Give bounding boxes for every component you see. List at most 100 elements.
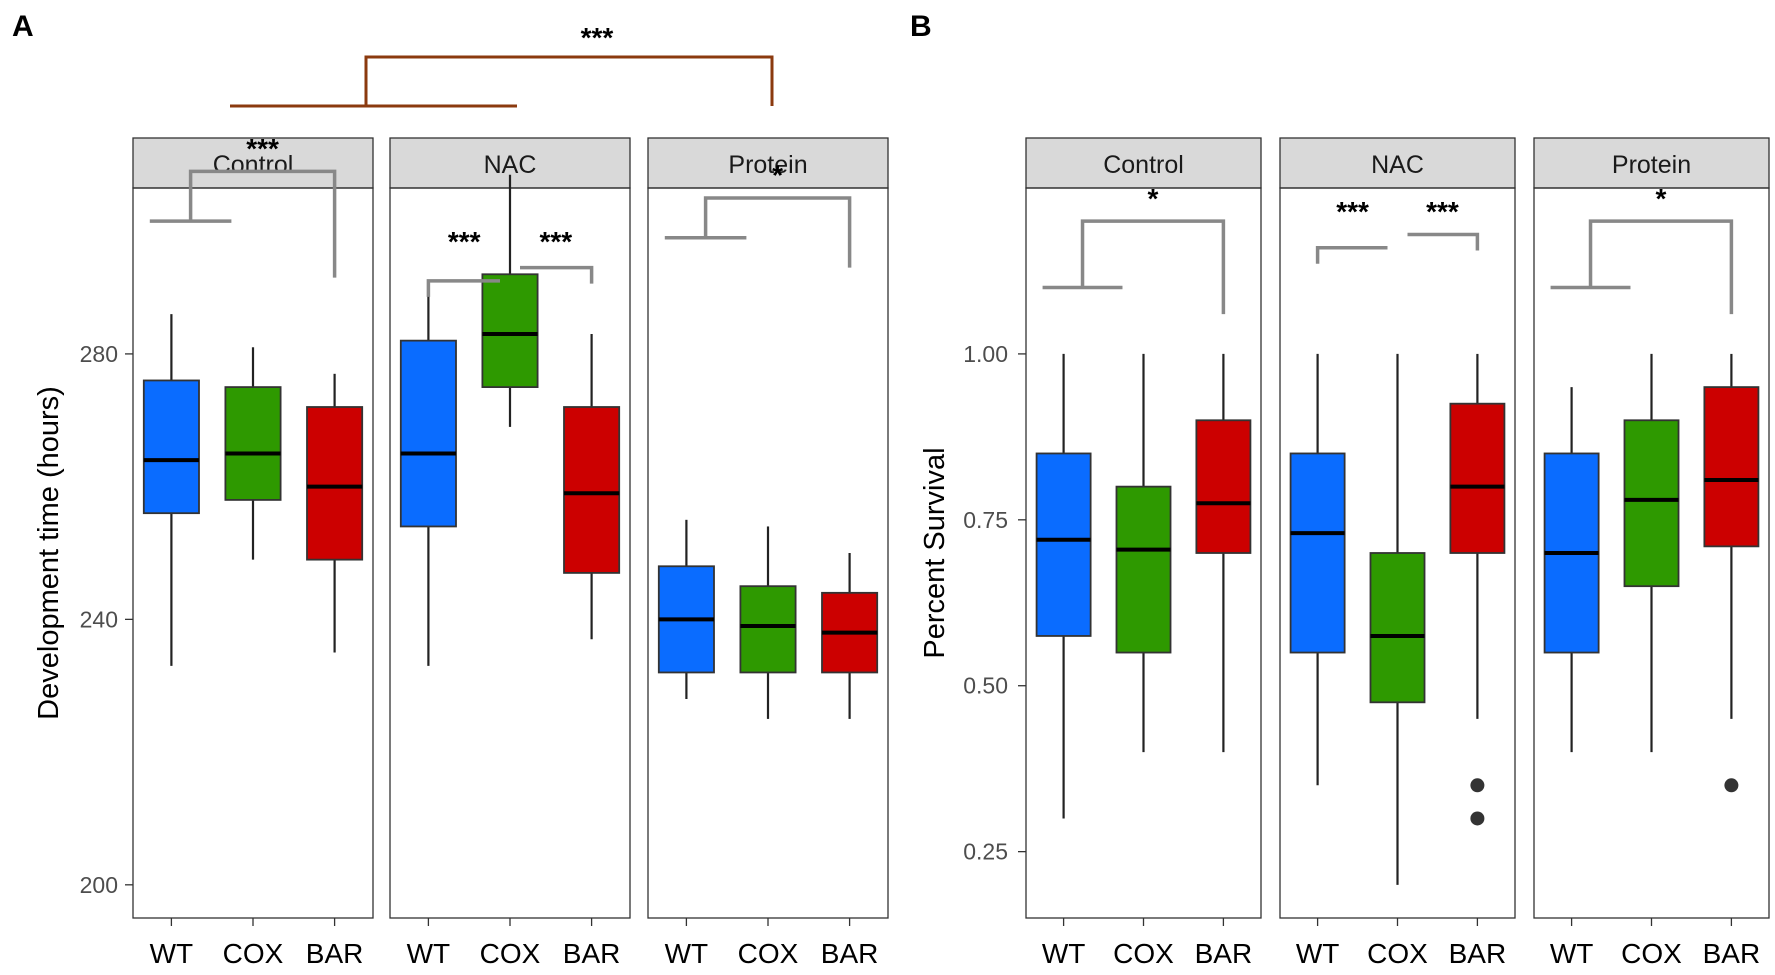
y-tick-label: 240 (80, 606, 118, 632)
bracket-line (426, 279, 500, 297)
x-tick-label: WT (1296, 938, 1340, 969)
significance-stars: *** (1336, 196, 1369, 227)
bracket-line (520, 265, 594, 284)
bracket-line (364, 55, 774, 106)
box-cox: COX (223, 347, 284, 969)
box-iqr (1115, 485, 1172, 654)
bracket-line (188, 169, 337, 278)
x-tick-label: BAR (1195, 938, 1253, 969)
significance-stars: *** (448, 226, 481, 257)
y-tick-label: 1.00 (963, 341, 1008, 367)
top-comparison-bracket: *** (230, 22, 774, 108)
bracket-line (1315, 245, 1388, 264)
facet-strip (647, 137, 889, 189)
facet-protein: Protein WT COX BAR * (647, 137, 889, 969)
bracket-line (1407, 232, 1480, 251)
box-iqr (306, 406, 364, 561)
box-iqr (1623, 419, 1680, 588)
box-iqr (1035, 452, 1092, 637)
box-iqr (1369, 552, 1426, 704)
bracket-line (1080, 219, 1226, 315)
box-iqr (1703, 386, 1760, 548)
x-tick-label: COX (738, 938, 799, 969)
facet-protein: Protein WT COX BAR * (1533, 137, 1770, 969)
box-iqr (1195, 419, 1252, 554)
y-tick-label: 0.75 (963, 507, 1008, 533)
x-tick-label: COX (1621, 938, 1682, 969)
x-tick-label: COX (1113, 938, 1174, 969)
box-iqr (142, 379, 200, 515)
box-wt: WT (142, 314, 200, 969)
box-cox: COX (1113, 353, 1174, 969)
box-wt: WT (1543, 387, 1600, 969)
x-tick-label: COX (223, 938, 284, 969)
facet-strip-label: NAC (484, 151, 537, 179)
box-iqr (481, 273, 539, 388)
x-tick-label: WT (407, 938, 451, 969)
box-wt: WT (399, 280, 457, 969)
box-bar: BAR (1449, 353, 1507, 969)
box-cox: COX (1367, 353, 1428, 969)
box-iqr (1289, 452, 1346, 654)
x-tick-label: WT (1550, 938, 1594, 969)
facet-strip-label: Control (213, 151, 294, 179)
significance-stars: *** (581, 22, 614, 53)
y-axis-title: Percent Survival (919, 447, 951, 658)
significance-stars: *** (539, 226, 572, 257)
box-cox: COX (1621, 353, 1682, 969)
box-iqr (1449, 402, 1506, 554)
box-bar: BAR (821, 553, 879, 969)
box-iqr (563, 406, 621, 574)
significance-stars: * (1656, 183, 1667, 214)
facet-strip-label: Control (1103, 151, 1184, 179)
x-tick-label: WT (1042, 938, 1086, 969)
facet-strip (1533, 137, 1770, 189)
x-tick-label: BAR (821, 938, 879, 969)
facet-control: Control WT COX BAR *** (132, 133, 374, 969)
box-cox: COX (738, 526, 799, 969)
significance-stars: *** (246, 133, 279, 164)
x-tick-label: COX (1367, 938, 1428, 969)
x-tick-label: BAR (306, 938, 364, 969)
panel-label-a: A (12, 10, 34, 43)
x-tick-label: BAR (1449, 938, 1507, 969)
box-bar: BAR (563, 334, 621, 969)
bracket-line (1588, 219, 1734, 315)
panel-label-b: B (910, 10, 932, 43)
box-wt: WT (1289, 353, 1346, 969)
x-tick-label: COX (480, 938, 541, 969)
facet-strip-label: NAC (1371, 151, 1424, 179)
significance-brackets: *** *** (1315, 196, 1480, 264)
facet-nac: NAC WT COX BAR *** *** (389, 137, 631, 969)
significance-brackets: * (1550, 183, 1734, 315)
box-iqr (739, 585, 797, 674)
x-tick-label: WT (665, 938, 709, 969)
outlier-point (1724, 778, 1739, 793)
box-wt: WT (1035, 353, 1092, 969)
significance-stars: *** (1426, 196, 1459, 227)
chart-b: Control WT COX BAR * NAC WT COX BAR *** *** Protein… (919, 137, 1770, 969)
box-cox: COX (480, 174, 541, 969)
significance-stars: * (1148, 183, 1159, 214)
outlier-point (1470, 811, 1485, 826)
facet-strip-label: Protein (1612, 151, 1691, 179)
box-iqr (224, 386, 282, 501)
box-iqr (399, 339, 457, 528)
y-tick-label: 200 (80, 872, 118, 898)
box-bar: BAR (1703, 353, 1761, 969)
x-tick-label: BAR (1703, 938, 1761, 969)
box-bar: BAR (306, 373, 364, 969)
x-tick-label: BAR (563, 938, 621, 969)
facet-control: Control WT COX BAR * (1025, 137, 1262, 969)
x-tick-label: WT (150, 938, 194, 969)
outlier-point (1470, 778, 1485, 793)
y-tick-label: 0.25 (963, 839, 1008, 865)
significance-brackets: * (664, 160, 852, 268)
significance-stars: * (772, 160, 783, 191)
facet-nac: NAC WT COX BAR *** *** (1279, 137, 1516, 969)
facet-strip (1279, 137, 1516, 189)
significance-brackets: *** *** (426, 226, 594, 297)
bracket-line (703, 196, 852, 268)
significance-brackets: *** (149, 133, 337, 278)
